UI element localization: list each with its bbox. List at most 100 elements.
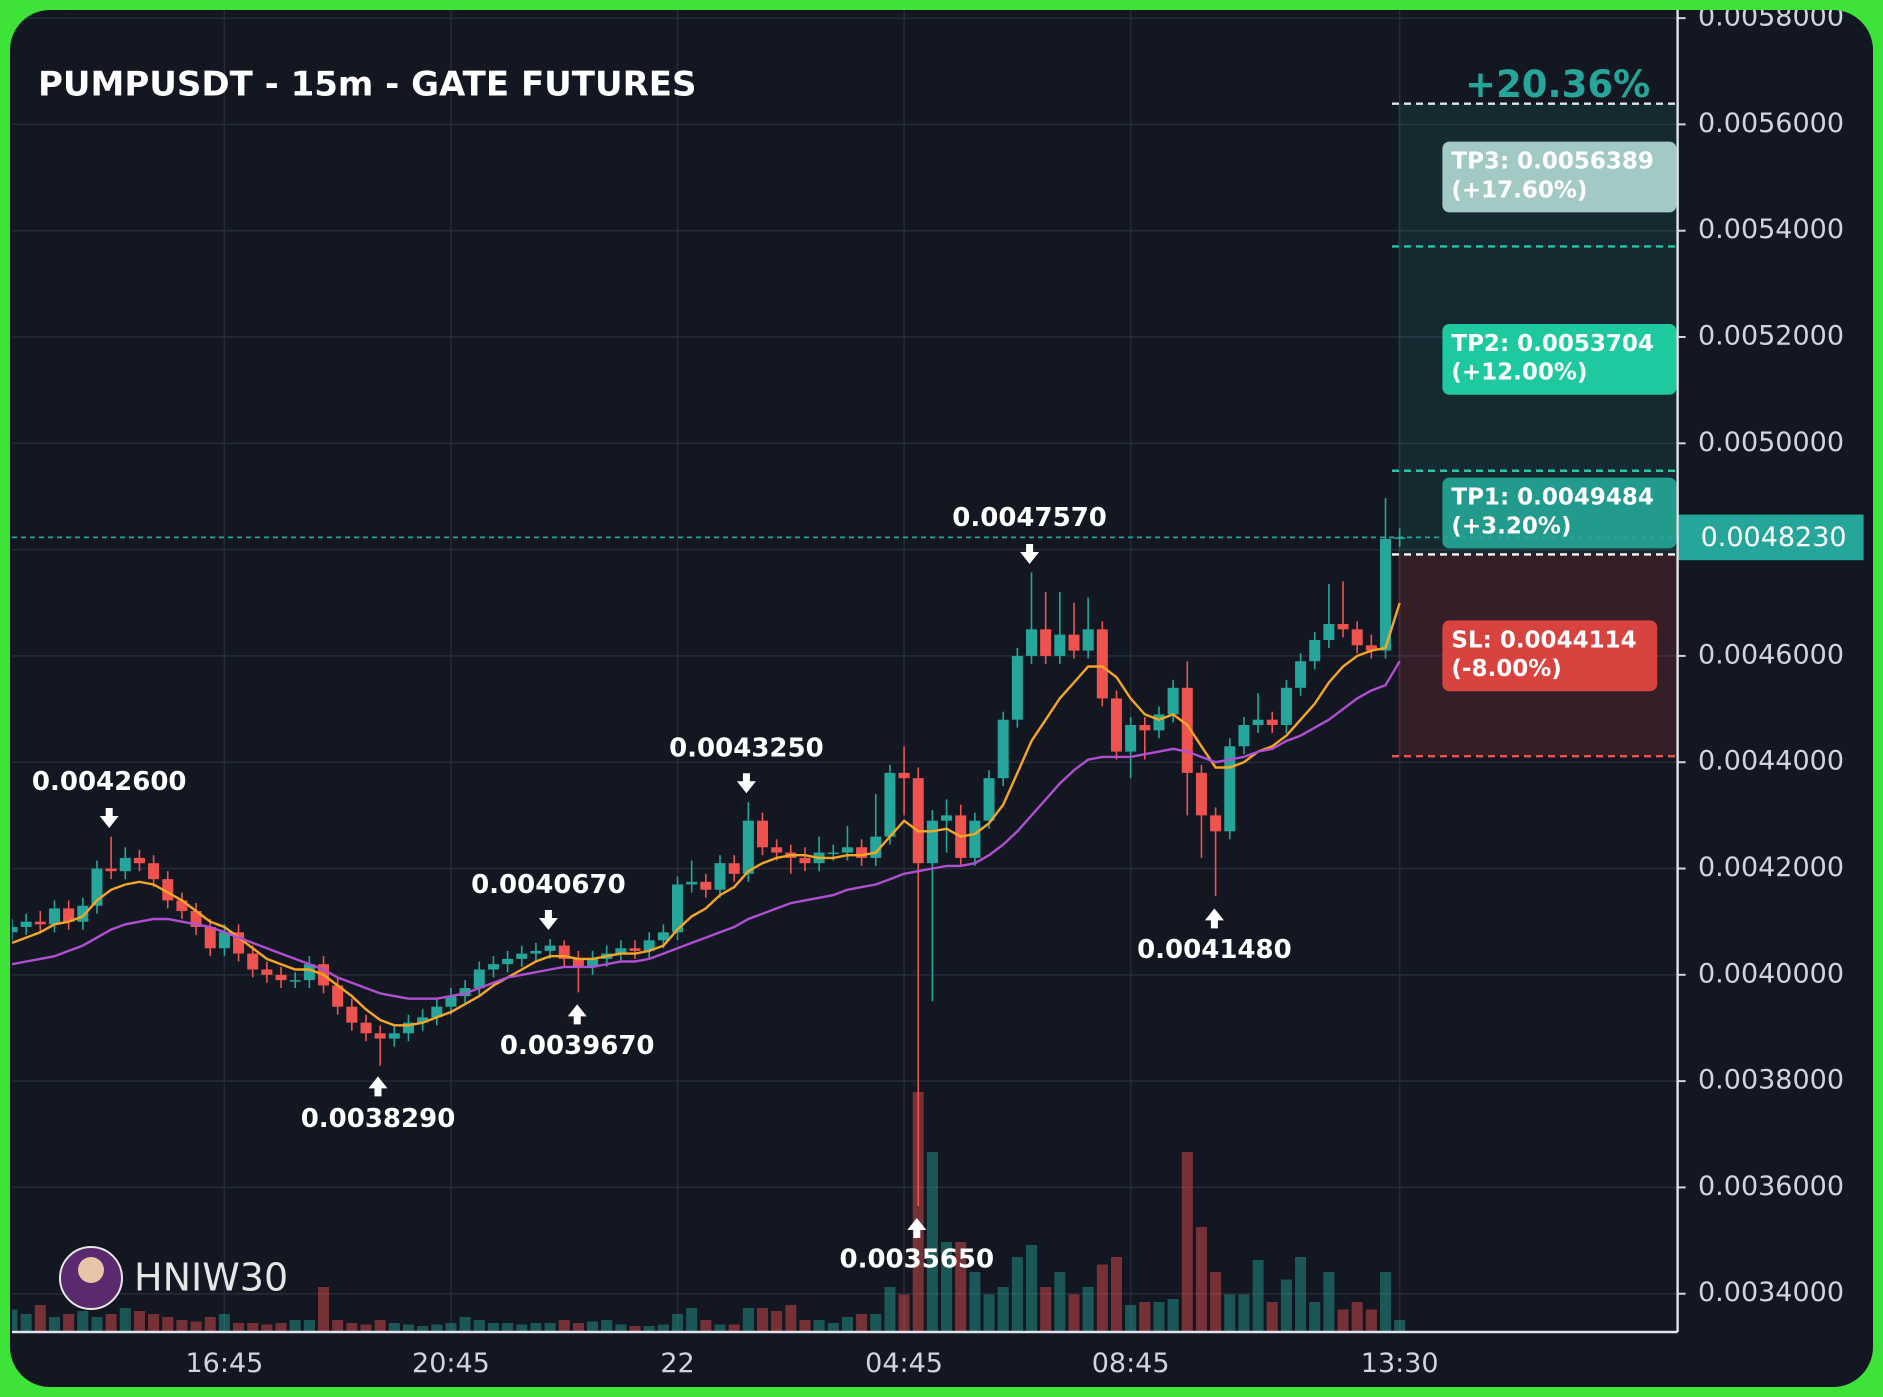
price-tag [1677, 514, 1864, 561]
candle-body [63, 908, 75, 922]
moving-average [12, 602, 1401, 1027]
volume-bar [1026, 1245, 1038, 1332]
candle-body [261, 969, 273, 975]
candle-body [105, 868, 117, 872]
level-label: TP2: 0.0053704 [1451, 331, 1654, 357]
volume-bar [48, 1317, 60, 1332]
candle-body [162, 879, 174, 901]
volume-bar [360, 1324, 372, 1332]
volume-bar [516, 1324, 528, 1332]
y-tick-label: 0.0040000 [1698, 958, 1844, 989]
candle-body [247, 953, 259, 970]
arrow [538, 910, 558, 930]
candle-body [1365, 645, 1377, 651]
plot [12, 10, 1678, 1332]
level-box [1442, 477, 1677, 549]
volume-bar [785, 1305, 797, 1332]
volume-bar [1181, 1152, 1193, 1332]
candle-body [431, 1006, 443, 1018]
volume-bar [473, 1320, 485, 1332]
volume-bar [756, 1308, 768, 1332]
candle-body [742, 820, 754, 874]
y-tick-label: 0.0038000 [1698, 1065, 1844, 1096]
volume-bar [1040, 1287, 1052, 1332]
candle-body [1026, 629, 1038, 656]
candle-body [1181, 687, 1193, 773]
volume-bar [799, 1320, 811, 1332]
candle-body [657, 932, 669, 941]
volume-bar [1380, 1272, 1392, 1332]
candle-body [233, 932, 245, 954]
x-tick-label: 22 [660, 1348, 694, 1379]
candle-body [1238, 725, 1250, 747]
volume-bar [459, 1317, 471, 1332]
candle-body [587, 958, 599, 967]
candle-body [771, 847, 783, 853]
annotation: 0.0043250 [669, 733, 824, 763]
y-tick-label: 0.0044000 [1698, 746, 1844, 777]
candle-body [572, 958, 584, 967]
background [10, 10, 1873, 1387]
arrow [368, 1076, 388, 1097]
level-label: TP1: 0.0049484 [1451, 485, 1654, 511]
volume-bar [1167, 1299, 1179, 1332]
volume-bar [289, 1320, 301, 1332]
volume-bar [1139, 1302, 1151, 1332]
volume-bar [247, 1323, 259, 1332]
candle-body [728, 863, 740, 874]
candle-body [218, 932, 230, 949]
volume-bar [261, 1324, 273, 1332]
volume-bar [1195, 1227, 1207, 1332]
volume-bar [898, 1294, 910, 1332]
candle-body [1266, 719, 1278, 726]
volume-bar [1153, 1302, 1165, 1332]
volume-bar [1295, 1257, 1307, 1332]
candle-body [1380, 538, 1392, 651]
volume-bar [190, 1321, 202, 1332]
candle-body [714, 863, 726, 890]
candle-body [176, 900, 188, 912]
volume-bar [34, 1305, 46, 1332]
candle-body [799, 857, 811, 864]
volume-bar [1082, 1287, 1094, 1332]
candle-body [643, 940, 655, 951]
candle-body [1153, 714, 1165, 731]
candle-body [1323, 624, 1335, 640]
volume-bar [1266, 1302, 1278, 1332]
candle-body [969, 820, 981, 858]
candle-body [445, 996, 457, 1007]
candle-body [77, 905, 89, 922]
volume-bar [629, 1326, 641, 1332]
candle-body [12, 926, 18, 933]
candle-body [20, 921, 32, 927]
candle-body [1195, 772, 1207, 816]
volume-bar [587, 1321, 599, 1332]
annotation: 0.0041480 [1137, 935, 1292, 965]
volume-bar [204, 1317, 216, 1332]
candle-body [402, 1022, 414, 1034]
candle-body [941, 815, 953, 821]
level-change: (+3.20%) [1451, 513, 1571, 539]
candle-body [1054, 634, 1066, 656]
candle-body [1167, 687, 1179, 715]
arrow [567, 1004, 587, 1025]
volume-bar [771, 1311, 783, 1332]
candle-body [204, 926, 216, 949]
y-tick-label: 0.0056000 [1698, 108, 1844, 139]
candle-body [558, 945, 570, 959]
volume-bar [1096, 1264, 1108, 1332]
candle-body [1280, 687, 1292, 726]
panel: PUMPUSDT - 15m - GATE FUTURES HNIW30 0.0… [10, 10, 1873, 1387]
arrow [907, 1218, 927, 1238]
volume-bar [870, 1314, 882, 1332]
annotation: 0.0039670 [500, 1031, 655, 1061]
volume-bar [445, 1323, 457, 1332]
volume-bar [431, 1324, 443, 1332]
volume-bar [1280, 1279, 1292, 1332]
volume-bar [133, 1311, 145, 1332]
candle-body [615, 948, 627, 954]
volume-bar [686, 1308, 698, 1332]
candle-body [530, 950, 542, 954]
volume-bar [275, 1323, 287, 1332]
level-change: (+12.00%) [1451, 360, 1587, 386]
